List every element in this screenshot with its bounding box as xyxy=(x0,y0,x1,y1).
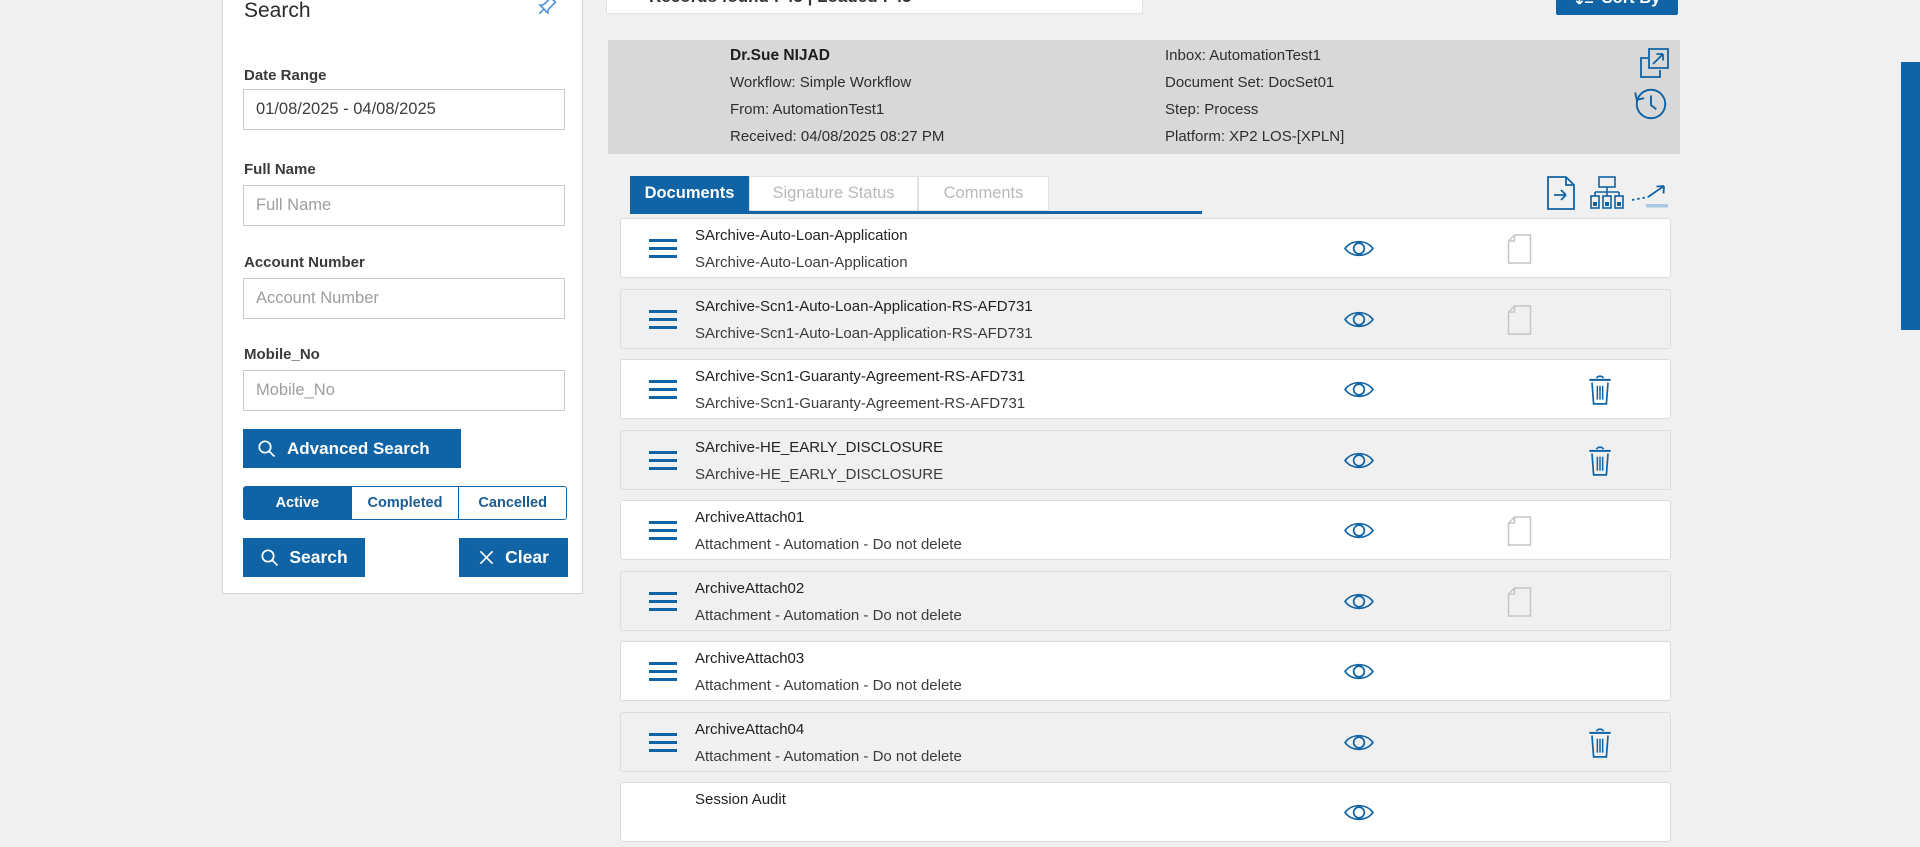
view-document-icon[interactable] xyxy=(1344,377,1374,402)
view-document-icon[interactable] xyxy=(1344,236,1374,261)
view-document-icon[interactable] xyxy=(1344,448,1374,473)
close-icon xyxy=(478,549,495,566)
status-tab-active[interactable]: Active xyxy=(244,487,351,519)
document-title: ArchiveAttach03 xyxy=(695,650,805,667)
trash-icon[interactable] xyxy=(1587,727,1613,759)
document-row[interactable]: ArchiveAttach01 Attachment - Automation … xyxy=(620,500,1671,560)
drag-handle-icon[interactable] xyxy=(649,239,677,263)
records-bar: Records found : 45 | Loaded : 45 xyxy=(606,0,1143,14)
sort-icon xyxy=(1574,0,1594,6)
mobile-no-label: Mobile_No xyxy=(244,346,320,363)
document-title: ArchiveAttach04 xyxy=(695,721,805,738)
document-subtitle: SArchive-HE_EARLY_DISCLOSURE xyxy=(695,466,944,483)
work-item-step: Step: Process xyxy=(1165,101,1259,118)
document-subtitle: SArchive-Auto-Loan-Application xyxy=(695,254,908,271)
folder-icon[interactable] xyxy=(1507,305,1532,335)
records-count-text: Records found : 45 | Loaded : 45 xyxy=(649,0,912,7)
document-title: ArchiveAttach02 xyxy=(695,580,805,597)
right-panel-edge[interactable] xyxy=(1901,62,1920,330)
document-subtitle: SArchive-Scn1-Auto-Loan-Application-RS-A… xyxy=(695,325,1033,342)
account-number-input[interactable] xyxy=(243,278,565,319)
work-item-from: From: AutomationTest1 xyxy=(730,101,885,118)
search-panel-title: Search xyxy=(244,0,311,22)
pin-panel-icon[interactable] xyxy=(534,0,560,19)
view-document-icon[interactable] xyxy=(1344,518,1374,543)
sitemap-icon[interactable] xyxy=(1588,176,1626,210)
search-icon xyxy=(260,548,279,567)
work-item-docset: Document Set: DocSet01 xyxy=(1165,74,1335,91)
document-title: Session Audit xyxy=(695,791,786,808)
advanced-search-label: Advanced Search xyxy=(287,438,430,458)
document-row[interactable]: SArchive-HE_EARLY_DISCLOSURE SArchive-HE… xyxy=(620,430,1671,490)
tabs-underline xyxy=(630,211,1202,214)
open-in-new-icon[interactable] xyxy=(1637,45,1671,81)
history-icon[interactable] xyxy=(1632,85,1670,123)
document-subtitle: Attachment - Automation - Do not delete xyxy=(695,748,962,765)
document-title: SArchive-HE_EARLY_DISCLOSURE xyxy=(695,439,944,456)
view-document-icon[interactable] xyxy=(1344,307,1374,332)
folder-icon[interactable] xyxy=(1507,516,1532,546)
document-subtitle: SArchive-Scn1-Guaranty-Agreement-RS-AFD7… xyxy=(695,395,1026,412)
work-item-inbox: Inbox: AutomationTest1 xyxy=(1165,47,1321,64)
clear-button-label: Clear xyxy=(505,547,549,567)
search-icon xyxy=(257,439,276,458)
document-row[interactable]: SArchive-Scn1-Auto-Loan-Application-RS-A… xyxy=(620,289,1671,349)
drag-handle-icon[interactable] xyxy=(649,451,677,475)
document-title: ArchiveAttach01 xyxy=(695,509,805,526)
folder-icon[interactable] xyxy=(1507,234,1532,264)
drag-handle-icon[interactable] xyxy=(649,380,677,404)
document-title: SArchive-Scn1-Auto-Loan-Application-RS-A… xyxy=(695,298,1033,315)
clear-button[interactable]: Clear xyxy=(459,538,568,577)
search-button[interactable]: Search xyxy=(243,538,365,577)
tab-documents[interactable]: Documents xyxy=(630,176,749,211)
work-item-workflow: Workflow: Simple Workflow xyxy=(730,74,912,91)
document-row[interactable]: ArchiveAttach02 Attachment - Automation … xyxy=(620,571,1671,631)
export-document-icon[interactable] xyxy=(1546,175,1576,211)
document-row[interactable]: ArchiveAttach04 Attachment - Automation … xyxy=(620,712,1671,772)
work-item-platform: Platform: XP2 LOS-[XPLN] xyxy=(1165,128,1345,145)
view-document-icon[interactable] xyxy=(1344,659,1374,684)
trend-arrow-icon[interactable] xyxy=(1630,182,1670,208)
trash-icon[interactable] xyxy=(1587,374,1613,406)
document-row[interactable]: SArchive-Scn1-Guaranty-Agreement-RS-AFD7… xyxy=(620,359,1671,419)
tab-comments[interactable]: Comments xyxy=(918,176,1049,211)
work-item-header: Dr.Sue NIJAD Workflow: Simple Workflow F… xyxy=(608,40,1680,154)
date-range-input[interactable] xyxy=(243,89,565,130)
advanced-search-button[interactable]: Advanced Search xyxy=(243,429,461,468)
folder-icon[interactable] xyxy=(1507,587,1532,617)
drag-handle-icon[interactable] xyxy=(649,521,677,545)
drag-handle-icon[interactable] xyxy=(649,310,677,334)
drag-handle-icon[interactable] xyxy=(649,733,677,757)
view-document-icon[interactable] xyxy=(1344,730,1374,755)
date-range-label: Date Range xyxy=(244,67,327,84)
view-document-icon[interactable] xyxy=(1344,589,1374,614)
full-name-input[interactable] xyxy=(243,185,565,226)
status-tab-group: Active Completed Cancelled xyxy=(243,486,567,520)
document-title: SArchive-Auto-Loan-Application xyxy=(695,227,908,244)
work-item-name: Dr.Sue NIJAD xyxy=(730,47,830,64)
document-subtitle: Attachment - Automation - Do not delete xyxy=(695,607,962,624)
drag-handle-icon[interactable] xyxy=(649,592,677,616)
status-tab-completed[interactable]: Completed xyxy=(350,487,459,519)
document-row[interactable]: ArchiveAttach03 Attachment - Automation … xyxy=(620,641,1671,701)
document-subtitle: Attachment - Automation - Do not delete xyxy=(695,677,962,694)
document-title: SArchive-Scn1-Guaranty-Agreement-RS-AFD7… xyxy=(695,368,1026,385)
view-document-icon[interactable] xyxy=(1344,800,1374,825)
document-row[interactable]: Session Audit xyxy=(620,782,1671,842)
sort-by-button[interactable]: Sort By xyxy=(1556,0,1678,15)
mobile-no-input[interactable] xyxy=(243,370,565,411)
trash-icon[interactable] xyxy=(1587,445,1613,477)
document-subtitle: Attachment - Automation - Do not delete xyxy=(695,536,962,553)
document-row[interactable]: SArchive-Auto-Loan-Application SArchive-… xyxy=(620,218,1671,278)
work-item-received: Received: 04/08/2025 08:27 PM xyxy=(730,128,945,145)
search-button-label: Search xyxy=(289,547,348,567)
full-name-label: Full Name xyxy=(244,161,316,178)
account-number-label: Account Number xyxy=(244,254,365,271)
tab-signature-status[interactable]: Signature Status xyxy=(749,176,918,211)
sort-by-label: Sort By xyxy=(1602,0,1661,8)
status-tab-cancelled[interactable]: Cancelled xyxy=(458,487,566,519)
drag-handle-icon[interactable] xyxy=(649,662,677,686)
search-panel: Search Date Range Full Name Account Numb… xyxy=(222,0,583,594)
